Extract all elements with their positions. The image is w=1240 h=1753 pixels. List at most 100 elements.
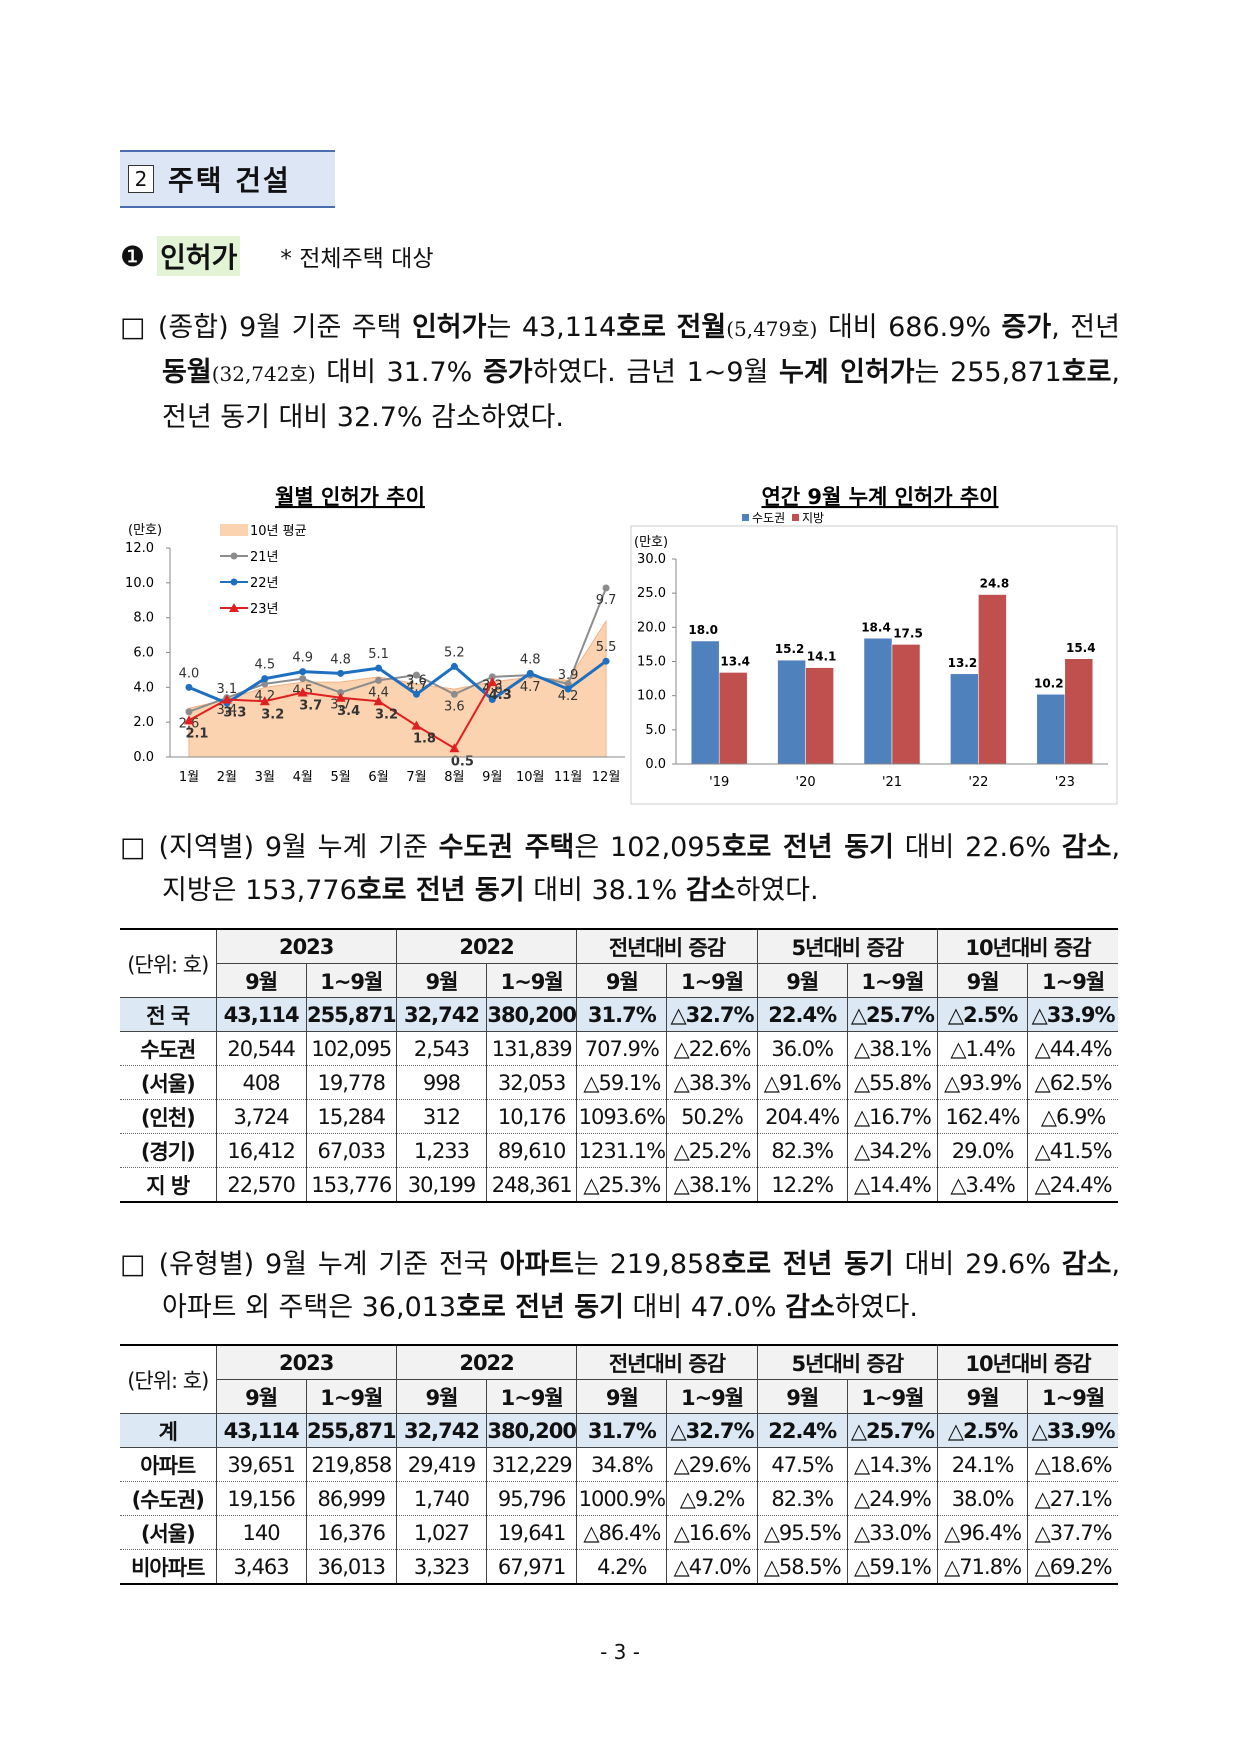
cell: 4.2% [576, 1549, 668, 1585]
cell: 50.2% [666, 1099, 758, 1134]
cell: 34.8% [576, 1447, 668, 1482]
text-run: 대비 31.7% [315, 357, 483, 388]
x-tick-label: 3월 [255, 770, 275, 785]
cell: △32.7% [666, 1413, 758, 1448]
sub-header: 1~9월 [1027, 963, 1118, 998]
section-number: 2 [128, 165, 154, 193]
data-label: 4.8 [520, 652, 541, 667]
group-header: 2022 [395, 928, 578, 964]
cell: 82.3% [756, 1481, 848, 1516]
cell: △55.8% [846, 1065, 939, 1100]
marker [488, 696, 496, 704]
x-tick-label: 8월 [444, 770, 464, 785]
cell: 22.4% [756, 997, 848, 1032]
cell: 408 [215, 1065, 307, 1100]
cell: △25.7% [846, 997, 939, 1032]
text-run: 대비 686.9% [817, 312, 1002, 343]
text-run: □ (종합) 9월 기준 주택 [120, 312, 412, 343]
legend-label: 22년 [250, 576, 279, 591]
marker [185, 683, 193, 691]
line [188, 659, 607, 705]
sub-header: 1~9월 [846, 963, 939, 998]
y-tick-label: 15.0 [637, 655, 666, 670]
table-row: (서울) 408 19,778 998 32,053 △59.1% △38.3% △91.6%… [120, 1065, 1118, 1100]
data-label: 14.1 [807, 650, 837, 664]
cell: 153,776 [305, 1167, 397, 1203]
x-tick-label: 2월 [217, 770, 237, 785]
marker [299, 668, 307, 676]
x-tick-label: 10월 [516, 770, 545, 785]
marker [449, 743, 460, 753]
cell: △71.8% [936, 1549, 1029, 1585]
x-tick-label: 4월 [293, 770, 313, 785]
data-label: 4.8 [330, 652, 351, 667]
text-run: □ (유형별) 9월 누계 기준 전국 [120, 1249, 500, 1280]
y-tick-label: 0.0 [133, 750, 154, 765]
data-label: 3.1 [217, 682, 238, 697]
sub-header: 1~9월 [1027, 1379, 1118, 1414]
header-row: (단위: 호) 2023 2022 전년대비 증감 5년대비 증감 10년대비 증감 [120, 1344, 1118, 1414]
cell: △3.4% [936, 1167, 1029, 1203]
legend-swatch [792, 514, 799, 521]
cell: △69.2% [1027, 1549, 1118, 1585]
cell: △91.6% [756, 1065, 848, 1100]
legend-label: 23년 [250, 602, 279, 617]
data-label: 3.3 [223, 706, 246, 721]
data-label: 3.2 [261, 707, 284, 722]
row-label: (서울) [120, 1515, 217, 1550]
cell: 29,419 [395, 1447, 488, 1482]
cell: 219,858 [305, 1447, 397, 1482]
cell: △29.6% [666, 1447, 758, 1482]
marker [297, 687, 308, 697]
sub-header: 9월 [216, 1379, 307, 1414]
table-row: 전 국 43,114 255,871 32,742 380,200 31.7% △32.7%… [120, 997, 1118, 1032]
text-run: , 지방은 153,776 [162, 832, 1121, 906]
cell: △2.5% [936, 1413, 1029, 1448]
text-run: 대비 47.0% [623, 1292, 786, 1323]
y-tick-label: 30.0 [637, 552, 666, 567]
x-tick-label: '20 [796, 775, 816, 790]
y-tick-label: 6.0 [133, 646, 154, 661]
data-label: 0.5 [451, 754, 474, 769]
text-run [666, 312, 677, 343]
data-label: 15.2 [775, 642, 805, 656]
cell: 16,412 [215, 1133, 307, 1168]
data-label: 9.7 [596, 593, 617, 608]
cell: 140 [215, 1515, 307, 1550]
cell: 29.0% [936, 1133, 1029, 1168]
text-run: 전월 [676, 312, 727, 343]
cell: 312,229 [486, 1447, 578, 1482]
bar [863, 638, 893, 765]
data-label: 3.6 [406, 673, 427, 688]
marker [602, 584, 610, 592]
cell: △62.5% [1027, 1065, 1118, 1100]
text-run: 은 102,095 [574, 832, 722, 863]
x-tick-label: 5월 [331, 770, 351, 785]
data-label: 4.5 [254, 658, 275, 673]
cell: 22.4% [756, 1413, 848, 1448]
legend-label: 21년 [250, 550, 279, 565]
cell: 1,233 [395, 1133, 488, 1168]
y-tick-label: 4.0 [133, 680, 154, 695]
text-run: 대비 22.6% [893, 832, 1062, 863]
data-label: 3.6 [444, 699, 465, 714]
cell: △24.9% [846, 1481, 939, 1516]
line-chart: 월별 인허가 추이 (만호) 0.0 2.0 4.0 6.0 8.0 10.0 12.0 1월 2월… [125, 485, 625, 785]
x-tick-label: 11월 [554, 770, 583, 785]
row-label: 계 [120, 1413, 217, 1448]
cell: △38.1% [846, 1031, 939, 1066]
cell: 24.1% [936, 1447, 1029, 1482]
subsection-header: ❶ 인허가 * 전체주택 대상 [120, 236, 433, 276]
marker [450, 662, 458, 670]
cell: △37.7% [1027, 1515, 1118, 1550]
cell: 10,176 [486, 1099, 578, 1134]
region-table: (단위: 호) 2023 2022 전년대비 증감 5년대비 증감 10년대비 증감 9월 1… [120, 928, 1118, 1203]
y-tick-label: 8.0 [133, 611, 154, 626]
row-label: 수도권 [120, 1031, 217, 1066]
cell: △1.4% [936, 1031, 1029, 1066]
cell: 20,544 [215, 1031, 307, 1066]
bar [891, 644, 921, 765]
cell: 12.2% [756, 1167, 848, 1203]
marker [526, 669, 534, 677]
x-tick-label: 12월 [592, 770, 621, 785]
